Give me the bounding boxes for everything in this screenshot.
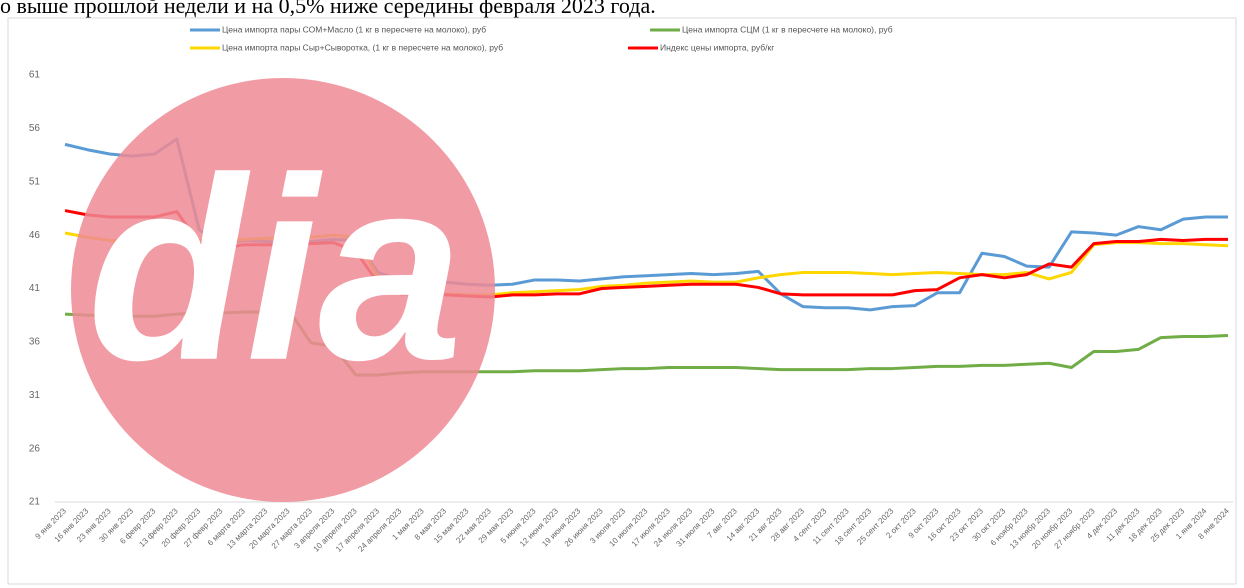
- y-tick-label: 26: [29, 443, 41, 454]
- y-tick-label: 41: [29, 283, 41, 294]
- y-tick-label: 21: [29, 497, 41, 508]
- y-tick-label: 31: [29, 390, 41, 401]
- y-tick-label: 46: [29, 230, 41, 241]
- logo: dia: [71, 78, 495, 502]
- legend-label: Цена импорта пары СОМ+Масло (1 кг в пере…: [222, 24, 486, 34]
- y-tick-label: 61: [29, 70, 41, 81]
- logo-circle: [71, 78, 495, 502]
- y-tick-label: 56: [29, 123, 41, 134]
- y-tick-label: 36: [29, 337, 41, 348]
- legend-label: Цена импорта СЦМ (1 кг в пересчете на мо…: [682, 24, 893, 34]
- legend-label: Индекс цены импорта, руб/кг: [660, 42, 774, 52]
- y-tick-label: 51: [29, 176, 41, 187]
- logo-text: dia: [87, 125, 463, 415]
- caption: о выше прошлой недели и на 0,5% ниже сер…: [0, 0, 656, 18]
- legend-label: Цена импорта пары Сыр+Сыворотка, (1 кг в…: [222, 42, 503, 52]
